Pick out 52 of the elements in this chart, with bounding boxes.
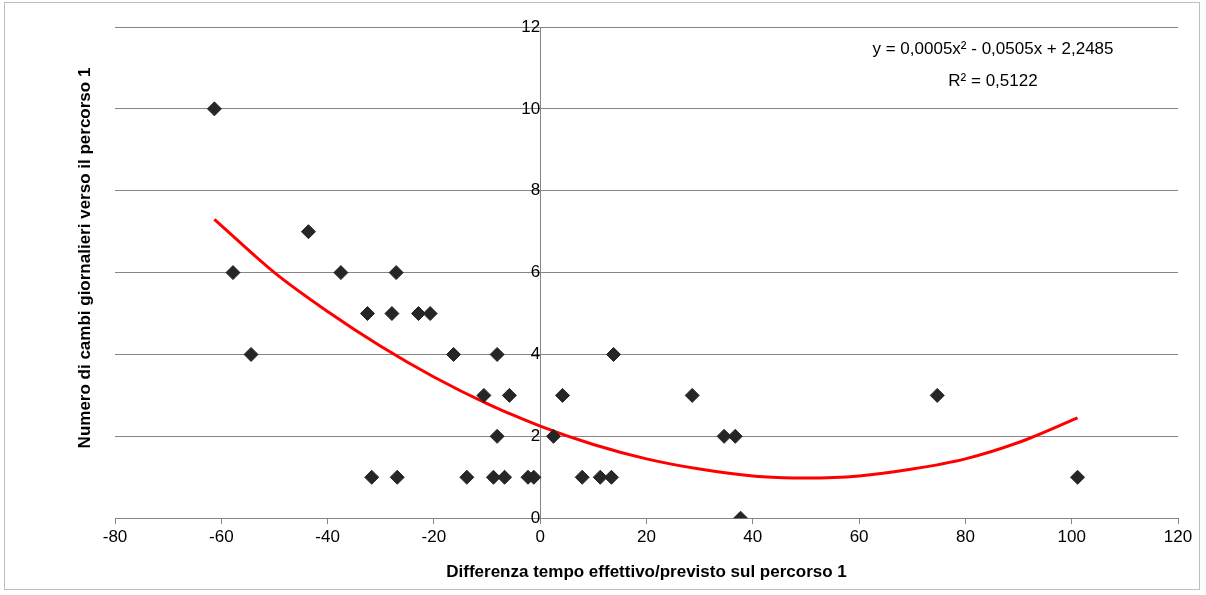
point — [727, 428, 743, 444]
x-tick-label: -60 — [209, 527, 234, 547]
point — [501, 387, 517, 403]
point — [333, 265, 349, 281]
point — [422, 306, 438, 322]
point — [206, 101, 222, 117]
y-tick-label: 2 — [530, 426, 541, 446]
y-tick-label: 4 — [530, 344, 541, 364]
point — [1070, 469, 1086, 485]
y-axis-title: Numero di cambi giornalieri verso il percorso 1 — [74, 66, 95, 451]
point — [606, 346, 622, 362]
point — [225, 265, 241, 281]
point — [476, 387, 492, 403]
x-axis-title: Differenza tempo effettivo/previsto sul percorso 1 — [446, 562, 847, 582]
point — [716, 428, 732, 444]
x-tick-label: 80 — [955, 527, 975, 547]
line-series — [212, 217, 1080, 480]
point — [459, 469, 475, 485]
point — [497, 469, 513, 485]
x-tick-label: 60 — [849, 527, 869, 547]
point — [684, 387, 700, 403]
annotation: R² = 0,5122 — [948, 70, 1038, 90]
x-tick-label: 20 — [637, 527, 656, 547]
x-tick-label: 40 — [743, 527, 763, 547]
y-tick-label: 12 — [521, 16, 541, 36]
y-tick-label: 0 — [530, 507, 541, 527]
point — [364, 469, 380, 485]
x-tick-label: -20 — [421, 527, 447, 547]
x-tick-label: 100 — [1057, 527, 1086, 547]
x-tick-label: -80 — [102, 527, 128, 547]
point — [388, 265, 404, 281]
point — [592, 469, 608, 485]
point — [603, 469, 619, 485]
point — [300, 224, 316, 240]
point — [545, 428, 561, 444]
point — [489, 346, 505, 362]
point — [555, 387, 571, 403]
point — [359, 306, 375, 322]
point — [485, 469, 501, 485]
x-tick-label: 120 — [1163, 527, 1193, 547]
point — [574, 469, 590, 485]
point — [929, 387, 945, 403]
point — [389, 469, 405, 485]
annotation: y = 0,0005x² - 0,0505x + 2,2485 — [872, 38, 1114, 58]
y-tick-label: 6 — [530, 262, 541, 282]
point — [446, 346, 462, 362]
y-tick-label: 8 — [530, 180, 541, 200]
point — [384, 306, 400, 322]
point — [489, 428, 505, 444]
y-tick-label: 10 — [521, 98, 541, 118]
point — [243, 346, 259, 362]
x-tick-label: -40 — [315, 527, 340, 547]
